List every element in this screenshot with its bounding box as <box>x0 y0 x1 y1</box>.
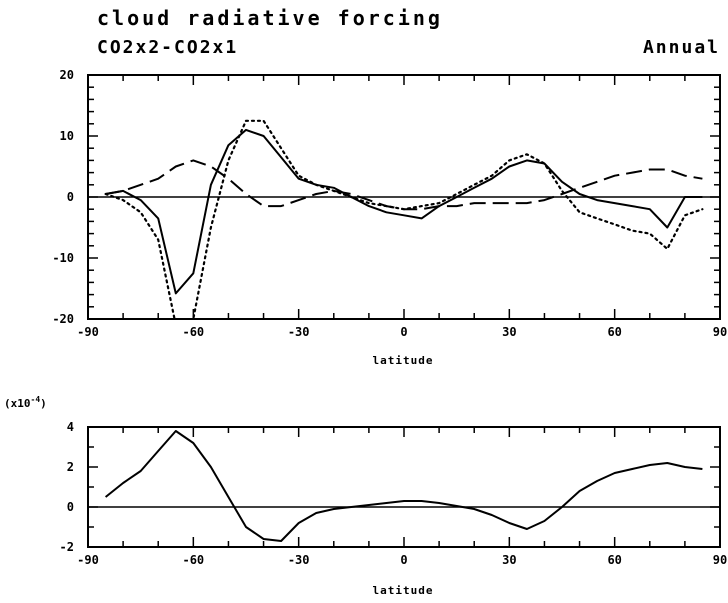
bottom-chart-panel: -90 -60 -30 0 30 60 90 4 2 0 -2 <box>60 420 728 567</box>
bottom-y-tick-label: 0 <box>67 500 74 514</box>
bottom-x-tick-label: -60 <box>182 553 204 567</box>
bottom-x-tick-label: -90 <box>77 553 99 567</box>
top-y-tick-label: -10 <box>52 251 74 265</box>
bottom-x-tick-label: 0 <box>400 553 407 567</box>
top-x-tick-label: 30 <box>502 325 516 339</box>
chart-title: cloud radiative forcing <box>97 6 443 30</box>
bottom-y-tick-label: 2 <box>67 460 74 474</box>
top-x-tick-label: -90 <box>77 325 99 339</box>
bottom-x-tick-label: 90 <box>713 553 727 567</box>
bottom-series-solid-line <box>104 430 703 542</box>
bottom-y-scale-label: (x10-4) <box>4 395 47 410</box>
top-y-tick-label: -20 <box>52 312 74 326</box>
top-series-dashed-line <box>105 159 703 211</box>
top-x-tick-label: 0 <box>400 325 407 339</box>
bottom-x-tick-label: 30 <box>502 553 516 567</box>
chart-subtitle-left: CO2x2-CO2x1 <box>97 37 238 58</box>
bottom-plot-frame <box>87 426 721 548</box>
top-x-tick-label: -60 <box>182 325 204 339</box>
top-chart-panel: -90 -60 -30 0 30 60 90 20 10 0 -10 -20 <box>52 68 727 339</box>
top-y-tick-label: 20 <box>60 68 74 82</box>
bottom-y-tick-label: 4 <box>67 420 74 434</box>
bottom-x-axis-label: latitude <box>373 584 434 597</box>
top-y-tick-label: 10 <box>60 129 74 143</box>
top-x-tick-label: 90 <box>713 325 727 339</box>
top-x-axis-label: latitude <box>373 354 434 367</box>
top-series-solid-line <box>105 128 703 295</box>
bottom-x-tick-label: 60 <box>607 553 621 567</box>
top-x-tick-label: 60 <box>607 325 621 339</box>
bottom-y-tick-label: -2 <box>60 540 74 554</box>
top-y-tick-label: 0 <box>67 190 74 204</box>
top-x-tick-label: -30 <box>288 325 310 339</box>
bottom-x-tick-label: -30 <box>288 553 310 567</box>
chart-subtitle-right: Annual <box>643 37 720 58</box>
top-series-dotted-line <box>104 119 704 319</box>
